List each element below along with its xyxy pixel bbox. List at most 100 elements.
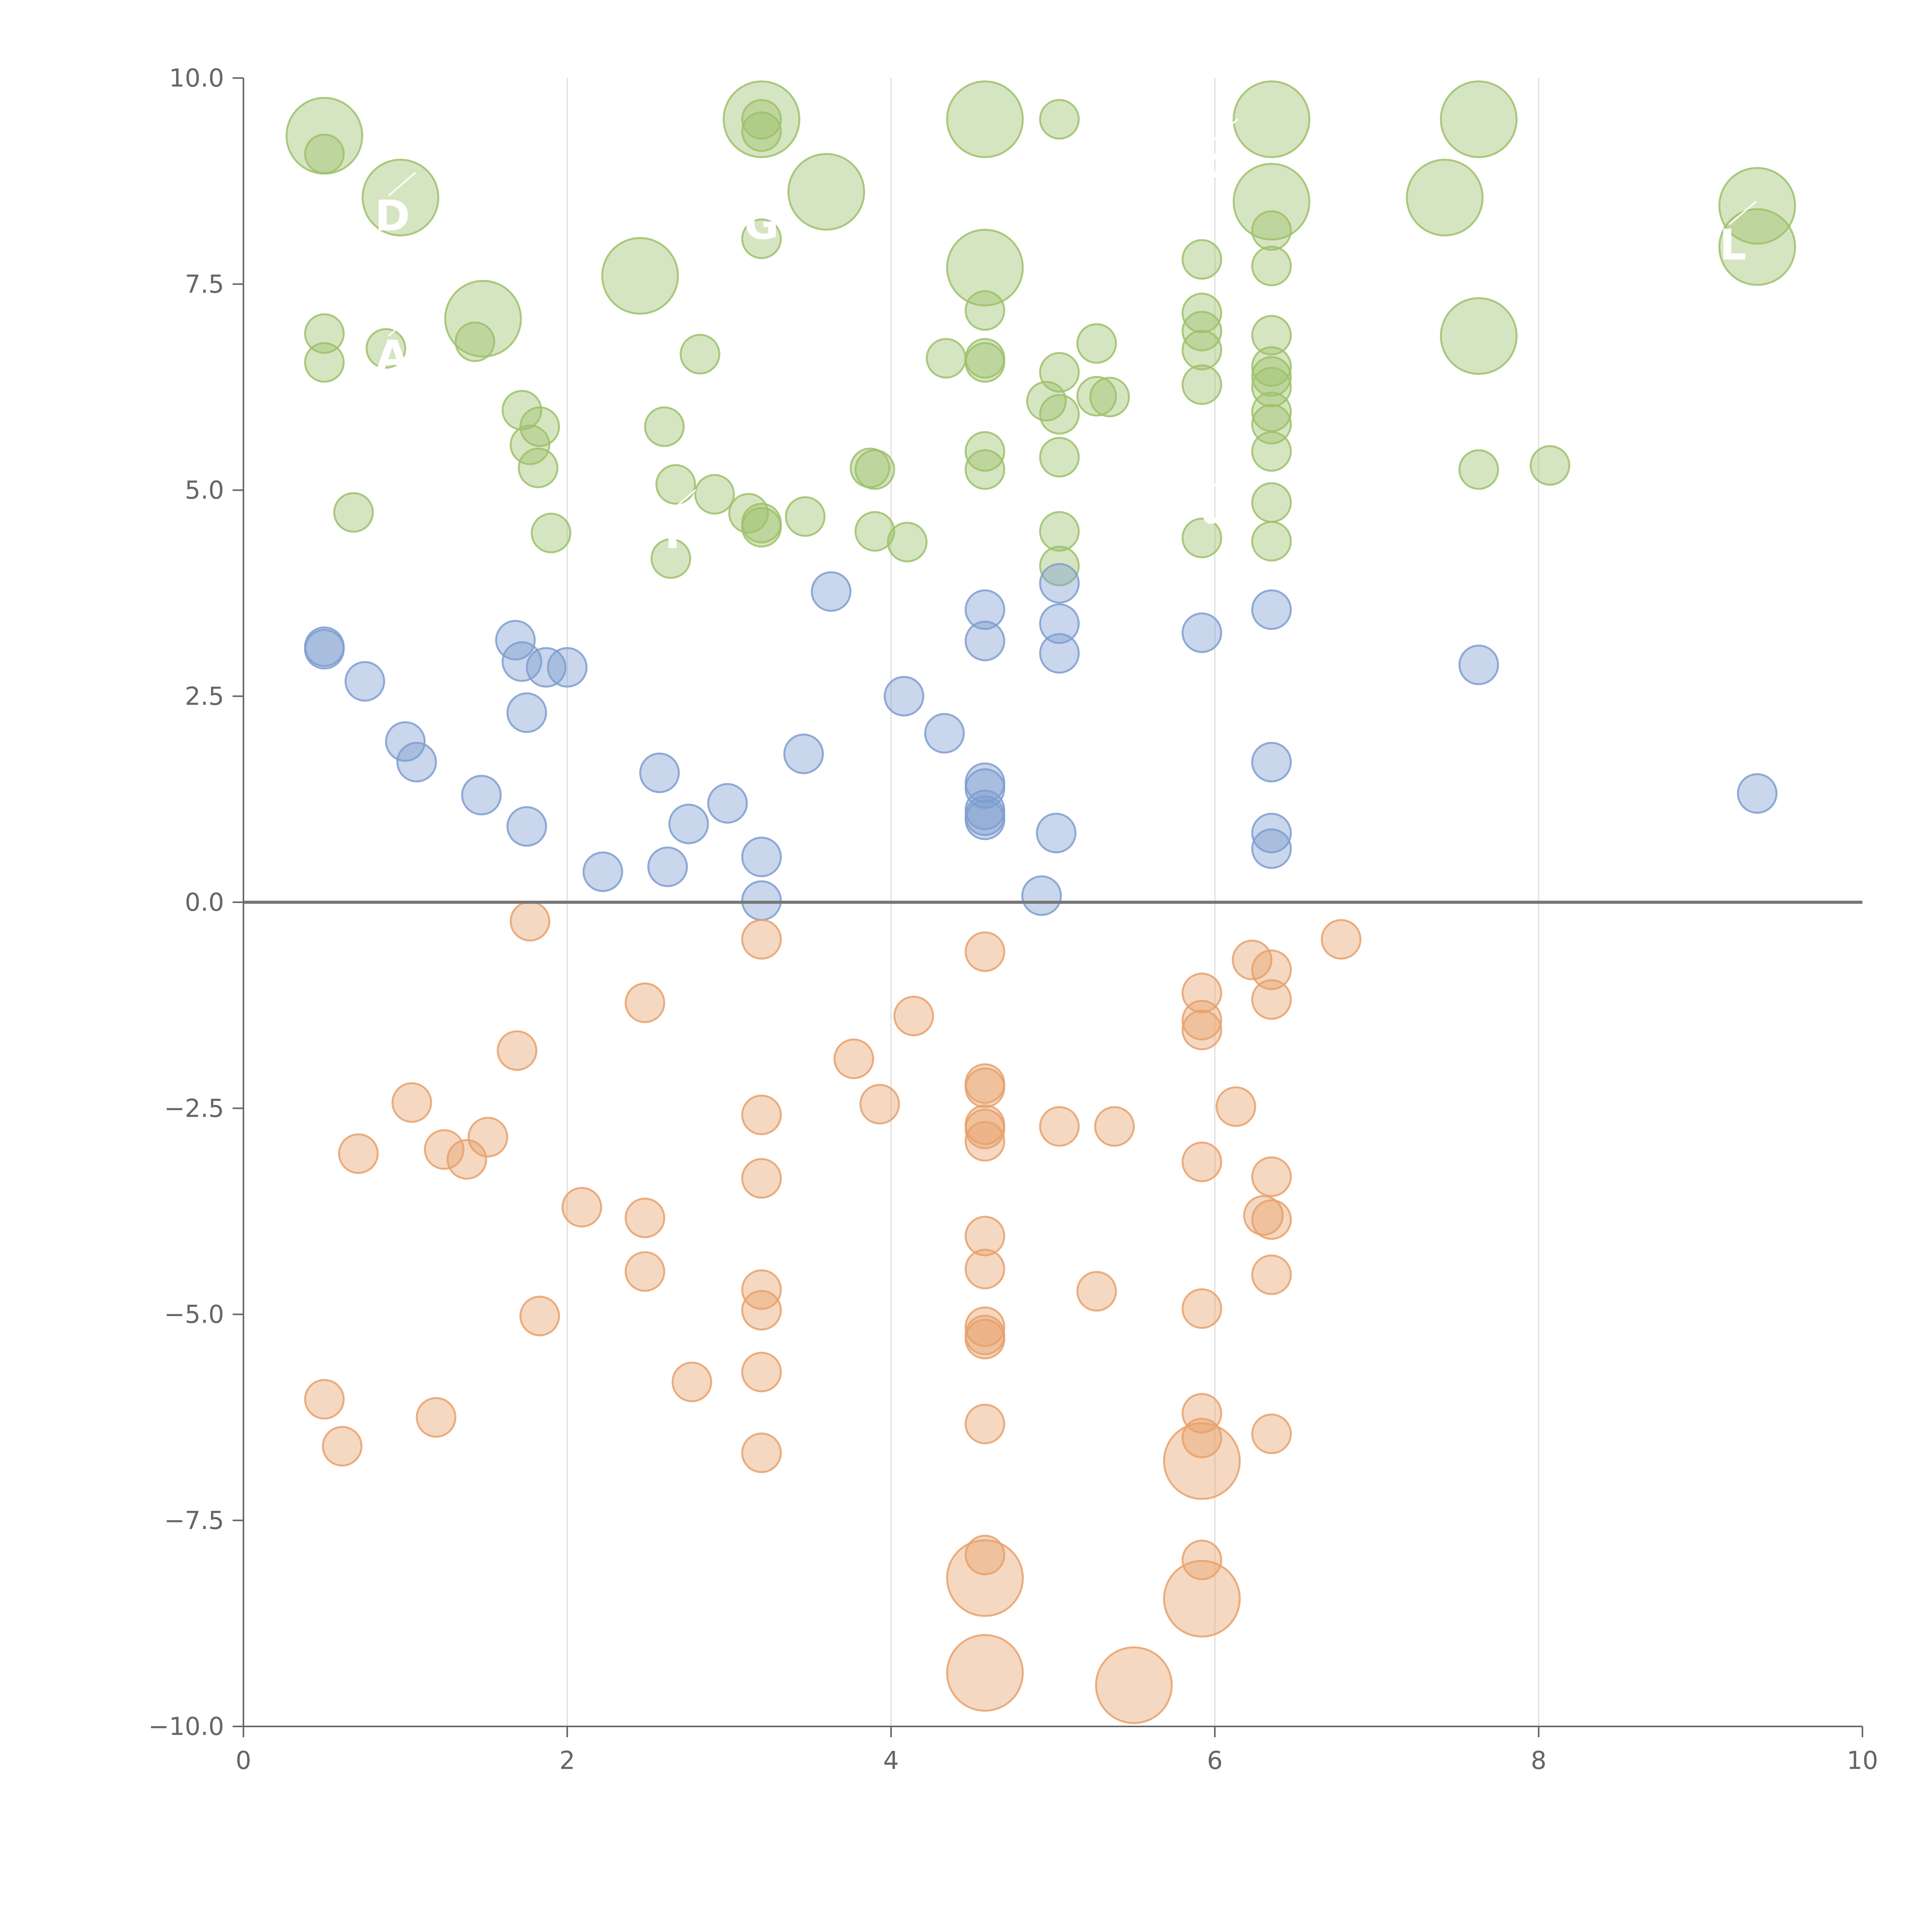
blue-point bbox=[1039, 633, 1080, 674]
blue-point bbox=[304, 629, 345, 670]
green-point bbox=[1181, 330, 1222, 371]
y-tick-label: −7.5 bbox=[164, 1507, 224, 1535]
orange-point bbox=[964, 1318, 1005, 1359]
orange-point bbox=[1181, 1000, 1222, 1041]
orange-point bbox=[338, 1133, 379, 1174]
green-point bbox=[741, 111, 782, 152]
y-tick-label: 2.5 bbox=[185, 682, 224, 711]
blue-point bbox=[1036, 813, 1077, 854]
point-label: c bbox=[1202, 138, 1227, 187]
orange-point bbox=[1251, 979, 1292, 1020]
blue-point bbox=[1039, 563, 1080, 604]
green-point bbox=[1718, 208, 1796, 286]
orange-point bbox=[1321, 919, 1362, 960]
blue-point bbox=[964, 621, 1005, 662]
blue-point bbox=[526, 647, 567, 688]
green-point bbox=[361, 158, 439, 236]
x-tick-label: 10 bbox=[1847, 1747, 1878, 1775]
blue-point bbox=[668, 803, 709, 844]
green-point bbox=[519, 406, 560, 447]
green-point bbox=[1440, 80, 1518, 158]
orange-point bbox=[1181, 1393, 1222, 1434]
blue-point bbox=[741, 837, 782, 878]
label-leader-line bbox=[1210, 464, 1239, 489]
blue-point bbox=[707, 783, 748, 824]
orange-point bbox=[1251, 1413, 1292, 1454]
orange-point bbox=[964, 1121, 1005, 1162]
green-point bbox=[531, 512, 571, 553]
x-tick-label: 8 bbox=[1531, 1747, 1547, 1775]
orange-point bbox=[1215, 1086, 1256, 1127]
green-point bbox=[333, 492, 374, 533]
blue-point bbox=[1181, 612, 1222, 653]
orange-point bbox=[624, 982, 665, 1023]
orange-point bbox=[424, 1129, 465, 1170]
x-tick-label: 2 bbox=[560, 1747, 575, 1775]
point-label: A bbox=[376, 331, 409, 381]
orange-point bbox=[672, 1361, 713, 1402]
green-point bbox=[304, 313, 345, 354]
green-point bbox=[1251, 245, 1292, 286]
orange-point bbox=[741, 919, 782, 960]
green-point bbox=[925, 338, 966, 379]
green-point bbox=[946, 229, 1024, 307]
green-point bbox=[1458, 449, 1499, 490]
y-tick-label: −2.5 bbox=[164, 1094, 224, 1123]
blue-point bbox=[506, 692, 547, 733]
point-label: L bbox=[1719, 220, 1747, 269]
green-point bbox=[655, 464, 696, 505]
orange-point bbox=[741, 1352, 782, 1393]
blue-point bbox=[461, 775, 502, 816]
green-point bbox=[854, 449, 895, 490]
green-point bbox=[502, 390, 543, 431]
green-point bbox=[741, 99, 782, 140]
green-point bbox=[964, 290, 1005, 331]
orange-point bbox=[416, 1397, 457, 1438]
orange-point bbox=[1039, 1106, 1080, 1147]
orange-point bbox=[1251, 1156, 1292, 1197]
blue-point bbox=[924, 713, 965, 754]
y-tick-label: 10.0 bbox=[169, 64, 224, 93]
green-point bbox=[1076, 376, 1117, 417]
green-point bbox=[510, 424, 551, 465]
blue-point bbox=[1458, 645, 1499, 685]
orange-point bbox=[946, 1539, 1024, 1617]
orange-point bbox=[624, 1251, 665, 1292]
blue-point bbox=[639, 752, 680, 793]
green-point bbox=[1039, 511, 1080, 552]
blue-point bbox=[547, 647, 588, 688]
green-point bbox=[518, 447, 559, 488]
green-point bbox=[444, 280, 522, 358]
green-point bbox=[1251, 210, 1292, 251]
blue-point bbox=[964, 799, 1005, 840]
green-point bbox=[1251, 521, 1292, 562]
green-point bbox=[644, 406, 685, 447]
green-point bbox=[1181, 293, 1222, 333]
blue-point bbox=[1251, 828, 1292, 869]
orange-point bbox=[964, 1216, 1005, 1257]
green-point bbox=[1181, 517, 1222, 558]
green-point bbox=[946, 80, 1024, 158]
green-point bbox=[1251, 367, 1292, 408]
x-tick-label: 6 bbox=[1207, 1747, 1223, 1775]
blue-point bbox=[811, 571, 852, 612]
y-tick-label: −5.0 bbox=[164, 1301, 224, 1329]
green-point bbox=[854, 511, 895, 552]
orange-point bbox=[1251, 949, 1292, 990]
orange-point bbox=[964, 931, 1005, 972]
green-point bbox=[964, 449, 1005, 490]
green-point bbox=[1181, 364, 1222, 405]
blue-point bbox=[741, 880, 782, 921]
orange-point bbox=[510, 901, 551, 942]
blue-point bbox=[385, 721, 426, 762]
point-label: u bbox=[1200, 484, 1230, 533]
orange-point bbox=[741, 1432, 782, 1473]
green-point bbox=[304, 133, 345, 174]
orange-point bbox=[741, 1094, 782, 1135]
orange-point bbox=[624, 1197, 665, 1238]
orange-point bbox=[964, 1067, 1005, 1108]
green-point bbox=[1233, 80, 1311, 158]
y-tick-label: 0.0 bbox=[185, 888, 224, 917]
green-point bbox=[1406, 158, 1484, 236]
orange-point bbox=[468, 1117, 509, 1158]
